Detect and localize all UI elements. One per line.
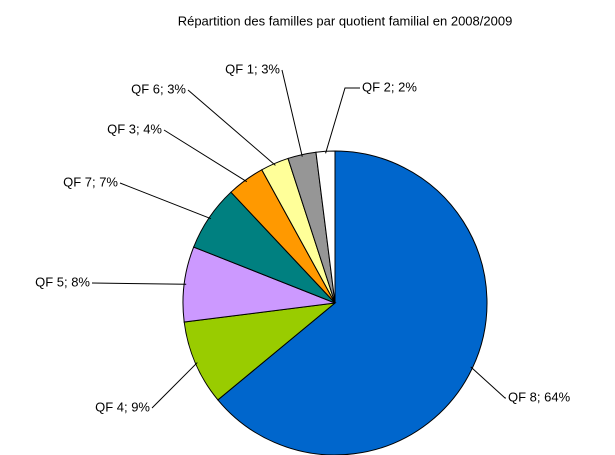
pie-slice [315, 150, 336, 304]
leader-line [151, 362, 198, 409]
leader-line [187, 89, 276, 166]
leader-line [119, 182, 212, 220]
leader-line [163, 129, 248, 183]
leader-line [281, 69, 303, 157]
data-label: QF 7; 7% [63, 174, 118, 189]
leader-line [325, 87, 360, 154]
chart-title: Répartition des familles par quotient fa… [178, 13, 513, 28]
data-label: QF 3; 4% [107, 121, 162, 136]
data-label: QF 6; 3% [131, 81, 186, 96]
pie-slice [217, 150, 488, 455]
leader-line [91, 282, 187, 285]
data-label: QF 1; 3% [225, 61, 280, 76]
pie-slice [183, 302, 337, 401]
data-label: QF 8; 64% [508, 389, 571, 404]
data-label: QF 4; 9% [95, 399, 150, 414]
data-label: QF 2; 2% [362, 79, 417, 94]
data-label: QF 5; 8% [35, 274, 90, 289]
leader-line [470, 366, 506, 399]
